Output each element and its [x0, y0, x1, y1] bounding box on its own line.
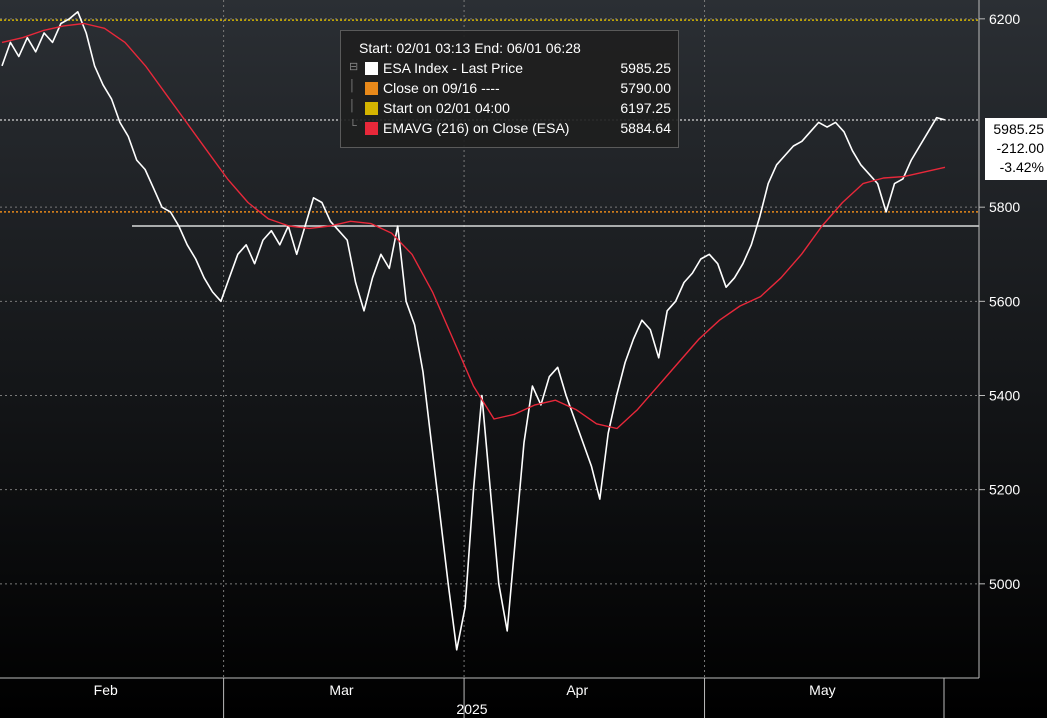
x-axis: Feb Mar Apr May 2025 [94, 678, 945, 718]
x-tick-label: Feb [94, 682, 118, 698]
legend-swatch [365, 122, 378, 135]
grid-lines [0, 0, 979, 678]
y-tick-label: 5200 [989, 482, 1020, 498]
legend-header: Start: 02/01 03:13 End: 06/01 06:28 [359, 40, 581, 56]
legend-swatch [365, 82, 378, 95]
legend-item-close[interactable]: │ Close on 09/16 ---- 5790.00 [349, 80, 671, 98]
legend-label: ESA Index - Last Price [383, 60, 524, 76]
legend-label: EMAVG (216) on Close (ESA) [383, 120, 570, 136]
legend-value: 5985.25 [620, 60, 671, 76]
price-series-line [1, 11, 946, 651]
change-value: -212.00 [996, 140, 1044, 156]
change-pct-value: -3.42% [999, 159, 1044, 175]
last-price-tag: 5985.25 -212.00 -3.42% [985, 118, 1047, 180]
legend-label: Start on 02/01 04:00 [383, 100, 510, 116]
legend-item-last-price[interactable]: ⊟ ESA Index - Last Price 5985.25 [349, 60, 671, 78]
x-tick-label: May [809, 682, 835, 698]
legend-item-emavg[interactable]: └ EMAVG (216) on Close (ESA) 5884.64 [349, 120, 671, 138]
tree-branch-icon: │ [349, 80, 356, 92]
y-tick-label: 5600 [989, 293, 1020, 309]
last-price-value: 5985.25 [993, 121, 1044, 137]
y-tick-label: 6200 [989, 11, 1020, 27]
tree-collapse-icon[interactable]: ⊟ [349, 61, 359, 73]
legend-swatch [365, 102, 378, 115]
tree-end-icon: └ [349, 120, 357, 132]
ema-series-line [1, 22, 946, 430]
x-tick-label: Apr [566, 682, 588, 698]
y-tick-label: 5400 [989, 388, 1020, 404]
legend-swatch [365, 62, 378, 75]
series-lines [1, 11, 946, 651]
y-tick-label: 5800 [989, 199, 1020, 215]
legend: Start: 02/01 03:13 End: 06/01 06:28 ⊟ ES… [340, 30, 679, 148]
y-tick-label: 5000 [989, 576, 1020, 592]
legend-value: 5790.00 [620, 80, 671, 96]
y-axis: 5000 5200 5400 5600 5800 6200 [979, 11, 1020, 592]
legend-item-start[interactable]: │ Start on 02/01 04:00 6197.25 [349, 100, 671, 118]
x-tick-label: Mar [329, 682, 353, 698]
legend-value: 5884.64 [620, 120, 671, 136]
legend-value: 6197.25 [620, 100, 671, 116]
tree-branch-icon: │ [349, 100, 356, 112]
x-year-label: 2025 [456, 701, 487, 717]
legend-label: Close on 09/16 ---- [383, 80, 500, 96]
